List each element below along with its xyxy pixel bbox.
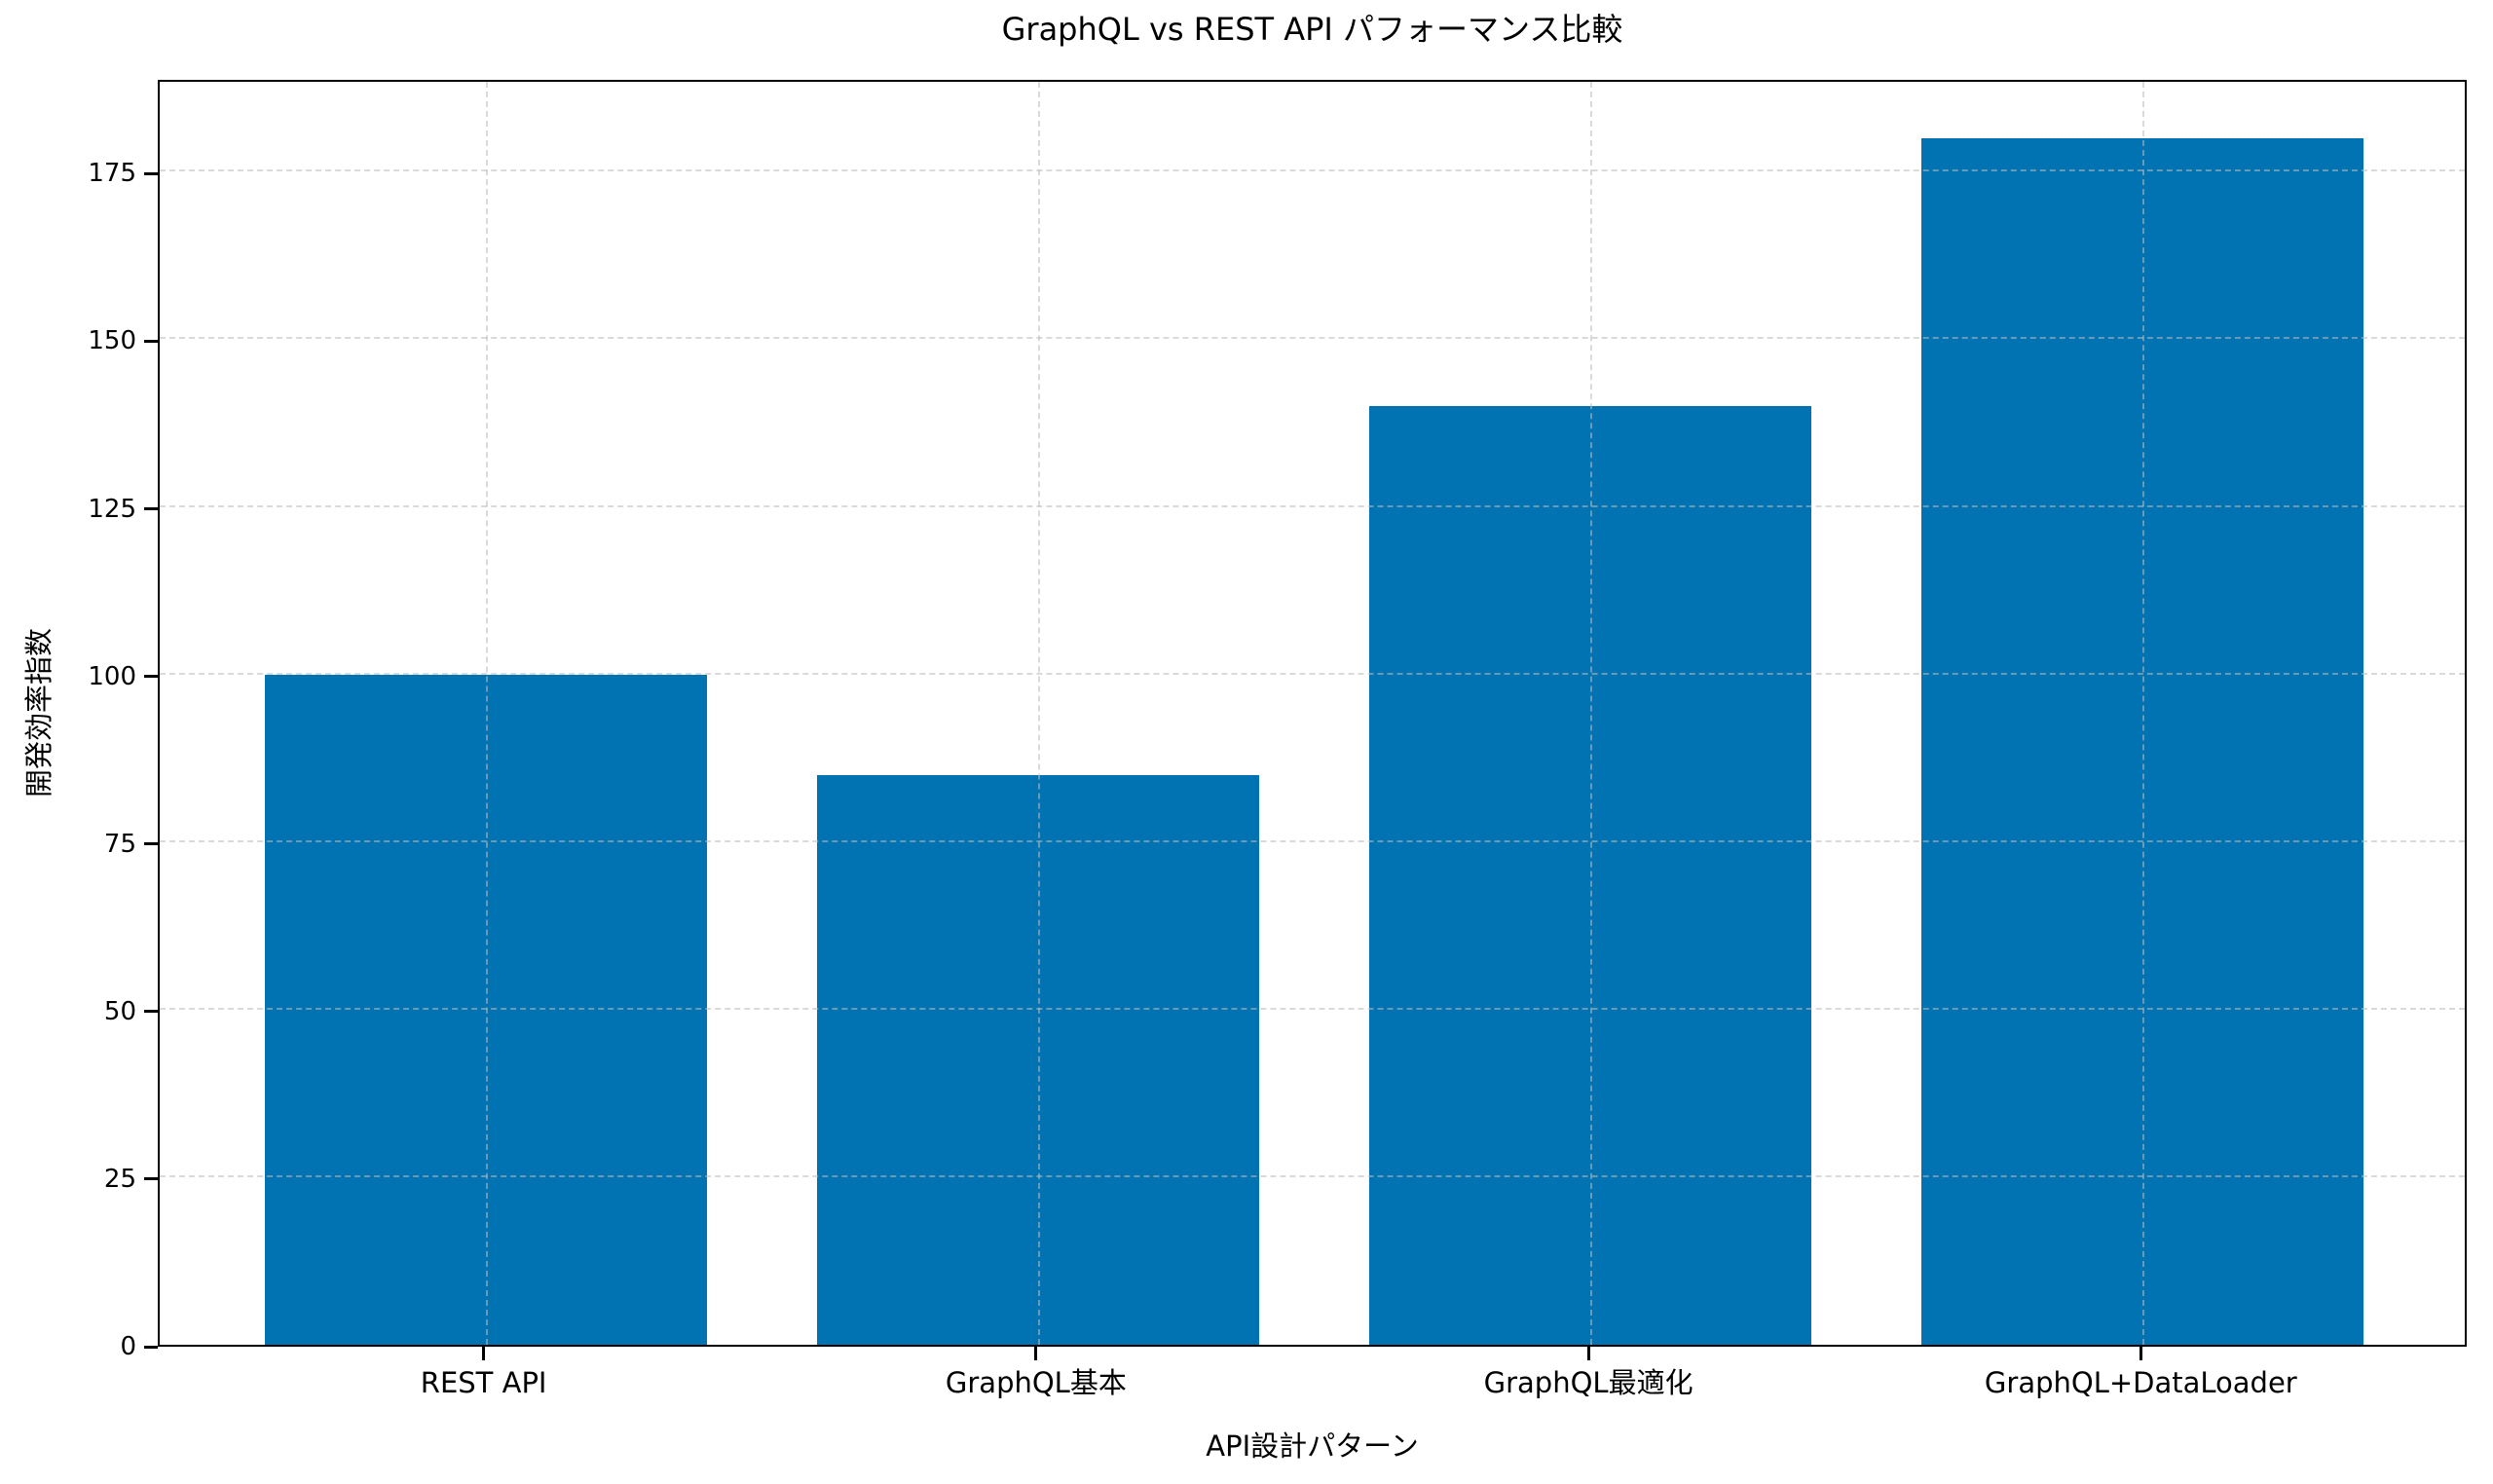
x-tick-mark — [1586, 1347, 1590, 1360]
y-tick-mark — [144, 842, 158, 846]
x-tick-label: GraphQL最適化 — [1483, 1366, 1693, 1399]
x-tick-label: GraphQL基本 — [945, 1366, 1127, 1399]
plot-area — [158, 80, 2467, 1347]
y-tick-mark — [144, 1177, 158, 1181]
y-tick-mark — [144, 1345, 158, 1349]
gridline-vertical — [1590, 82, 1593, 1345]
y-tick-label: 100 — [88, 661, 136, 691]
x-tick-label: REST API — [420, 1366, 547, 1399]
gridline-horizontal — [160, 337, 2465, 340]
y-tick-mark — [144, 675, 158, 679]
y-tick-label: 175 — [88, 159, 136, 189]
chart-title: GraphQL vs REST API パフォーマンス比較 — [1001, 11, 1623, 48]
y-tick-label: 150 — [88, 326, 136, 356]
gridline-horizontal — [160, 1007, 2465, 1010]
y-tick-label: 0 — [120, 1332, 136, 1361]
x-tick-mark — [482, 1347, 486, 1360]
y-tick-label: 25 — [103, 1164, 136, 1194]
gridline-vertical — [1037, 82, 1040, 1345]
y-tick-label: 50 — [103, 996, 136, 1026]
y-tick-label: 75 — [103, 829, 136, 859]
bar-GraphQL基本 — [816, 774, 1259, 1345]
gridline-horizontal — [160, 672, 2465, 675]
y-tick-mark — [144, 507, 158, 511]
gridline-horizontal — [160, 504, 2465, 507]
y-tick-mark — [144, 339, 158, 343]
x-tick-mark — [1034, 1347, 1038, 1360]
x-tick-label: GraphQL+DataLoader — [1984, 1366, 2297, 1399]
x-axis-label: API設計パターン — [1206, 1429, 1419, 1463]
gridline-vertical — [2142, 82, 2145, 1345]
gridline-vertical — [485, 82, 488, 1345]
y-tick-mark — [144, 1010, 158, 1014]
gridline-horizontal — [160, 1174, 2465, 1177]
gridline-horizontal — [160, 169, 2465, 172]
gridline-horizontal — [160, 839, 2465, 842]
x-tick-mark — [2139, 1347, 2142, 1360]
y-tick-mark — [144, 171, 158, 175]
bar-GraphQL最適化 — [1369, 406, 1811, 1345]
y-tick-label: 125 — [88, 494, 136, 524]
y-axis-label: 開発効率指数 — [22, 627, 56, 798]
